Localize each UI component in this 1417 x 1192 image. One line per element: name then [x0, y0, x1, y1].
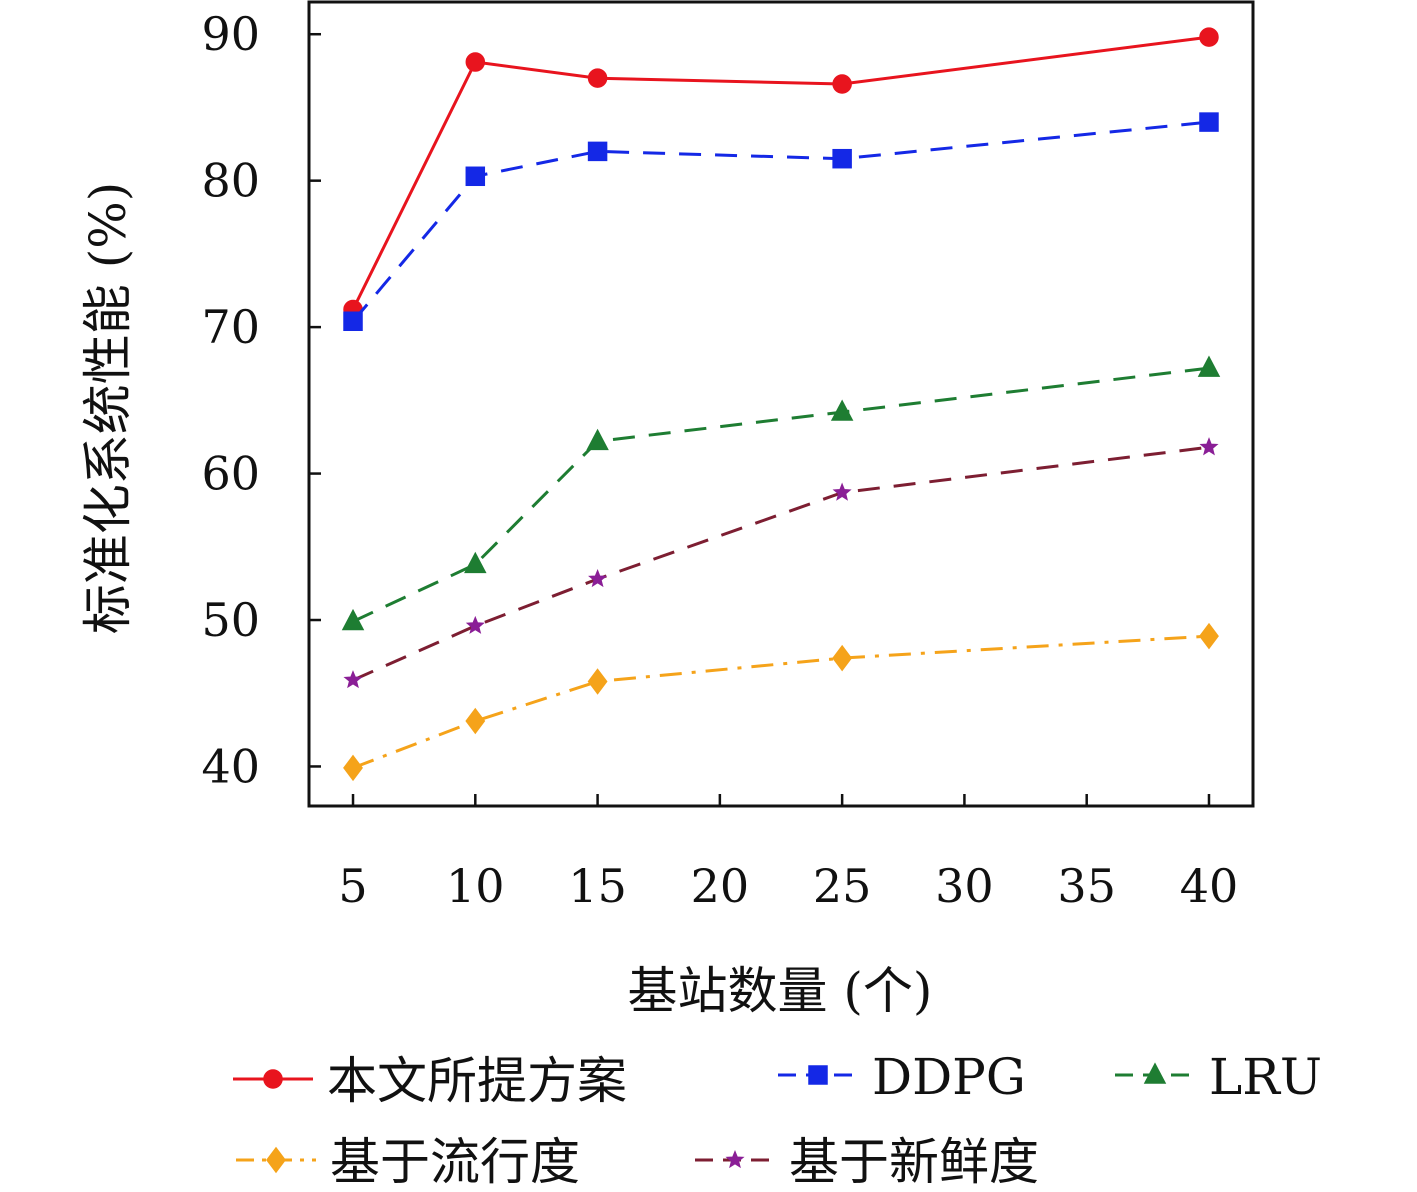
x-axis-title: 基站数量 (个)	[628, 962, 933, 1020]
x-tick-label: 15	[568, 859, 627, 913]
data-point	[1199, 622, 1219, 650]
data-point	[465, 707, 486, 735]
x-tick-label: 10	[446, 859, 505, 913]
y-tick-label: 60	[201, 447, 260, 501]
plot-frame	[307, 0, 1255, 808]
data-point	[1197, 355, 1221, 377]
data-point	[464, 551, 487, 574]
plot-area-border	[307, 0, 1255, 808]
y-tick-label: 90	[201, 7, 260, 61]
data-point	[341, 608, 365, 631]
data-point	[588, 568, 608, 588]
data-point	[1199, 112, 1219, 132]
legend-item: DDPG	[778, 1048, 1026, 1106]
y-tick-label: 50	[201, 593, 260, 647]
data-point	[465, 52, 486, 72]
x-tick-label: 25	[813, 859, 872, 913]
legend-label: 基于新鲜度	[789, 1133, 1039, 1191]
data-point	[586, 428, 609, 451]
legend-item: 基于新鲜度	[695, 1133, 1039, 1191]
legend-label: 基于流行度	[330, 1133, 580, 1191]
axis-ticks: 5 10 15 20 25 30 35 40 40 50 60 70 80 90	[201, 7, 1238, 913]
data-point	[832, 644, 853, 672]
series-3	[343, 622, 1219, 782]
y-tick-label: 70	[201, 300, 260, 354]
data-point	[832, 74, 852, 94]
series-2	[341, 355, 1221, 631]
data-point	[343, 754, 363, 782]
data-point	[832, 148, 852, 169]
series-line	[351, 120, 1210, 323]
legend-label: DDPG	[872, 1048, 1026, 1106]
x-tick-label: 35	[1057, 859, 1116, 913]
y-tick-label: 40	[201, 739, 260, 793]
data-point	[465, 615, 485, 634]
data-point	[343, 311, 363, 332]
x-tick-label: 40	[1180, 859, 1239, 913]
series-layer	[341, 27, 1221, 782]
x-tick-label: 30	[935, 859, 994, 913]
series-4	[343, 437, 1219, 689]
data-point	[1199, 437, 1219, 456]
data-point	[587, 68, 608, 88]
x-tick-label: 20	[691, 859, 750, 913]
data-point	[832, 482, 852, 501]
data-point	[1199, 27, 1219, 47]
legend-marker	[808, 1065, 828, 1085]
legend-marker	[725, 1149, 745, 1169]
series-line	[352, 366, 1210, 623]
y-tick-label: 80	[201, 154, 260, 208]
legend-item: 基于流行度	[236, 1133, 580, 1191]
legend-marker	[266, 1146, 286, 1174]
data-point	[587, 668, 608, 695]
data-point	[343, 670, 363, 689]
legend-item: LRU	[1115, 1048, 1322, 1106]
legend-item: 本文所提方案	[233, 1052, 627, 1110]
series-line	[352, 634, 1210, 770]
data-point	[830, 399, 854, 421]
data-point	[587, 141, 608, 162]
legend: 本文所提方案 DDPG LRU 基于流行度 基于新鲜度	[233, 1048, 1322, 1191]
y-axis-title: 标准化系统性能 (%)	[79, 182, 137, 634]
data-point	[465, 166, 486, 187]
legend-marker	[1143, 1062, 1167, 1084]
series-1	[343, 112, 1219, 332]
legend-marker	[263, 1069, 283, 1089]
x-tick-label: 5	[338, 859, 367, 913]
legend-label: LRU	[1209, 1048, 1322, 1106]
legend-label: 本文所提方案	[327, 1052, 627, 1110]
